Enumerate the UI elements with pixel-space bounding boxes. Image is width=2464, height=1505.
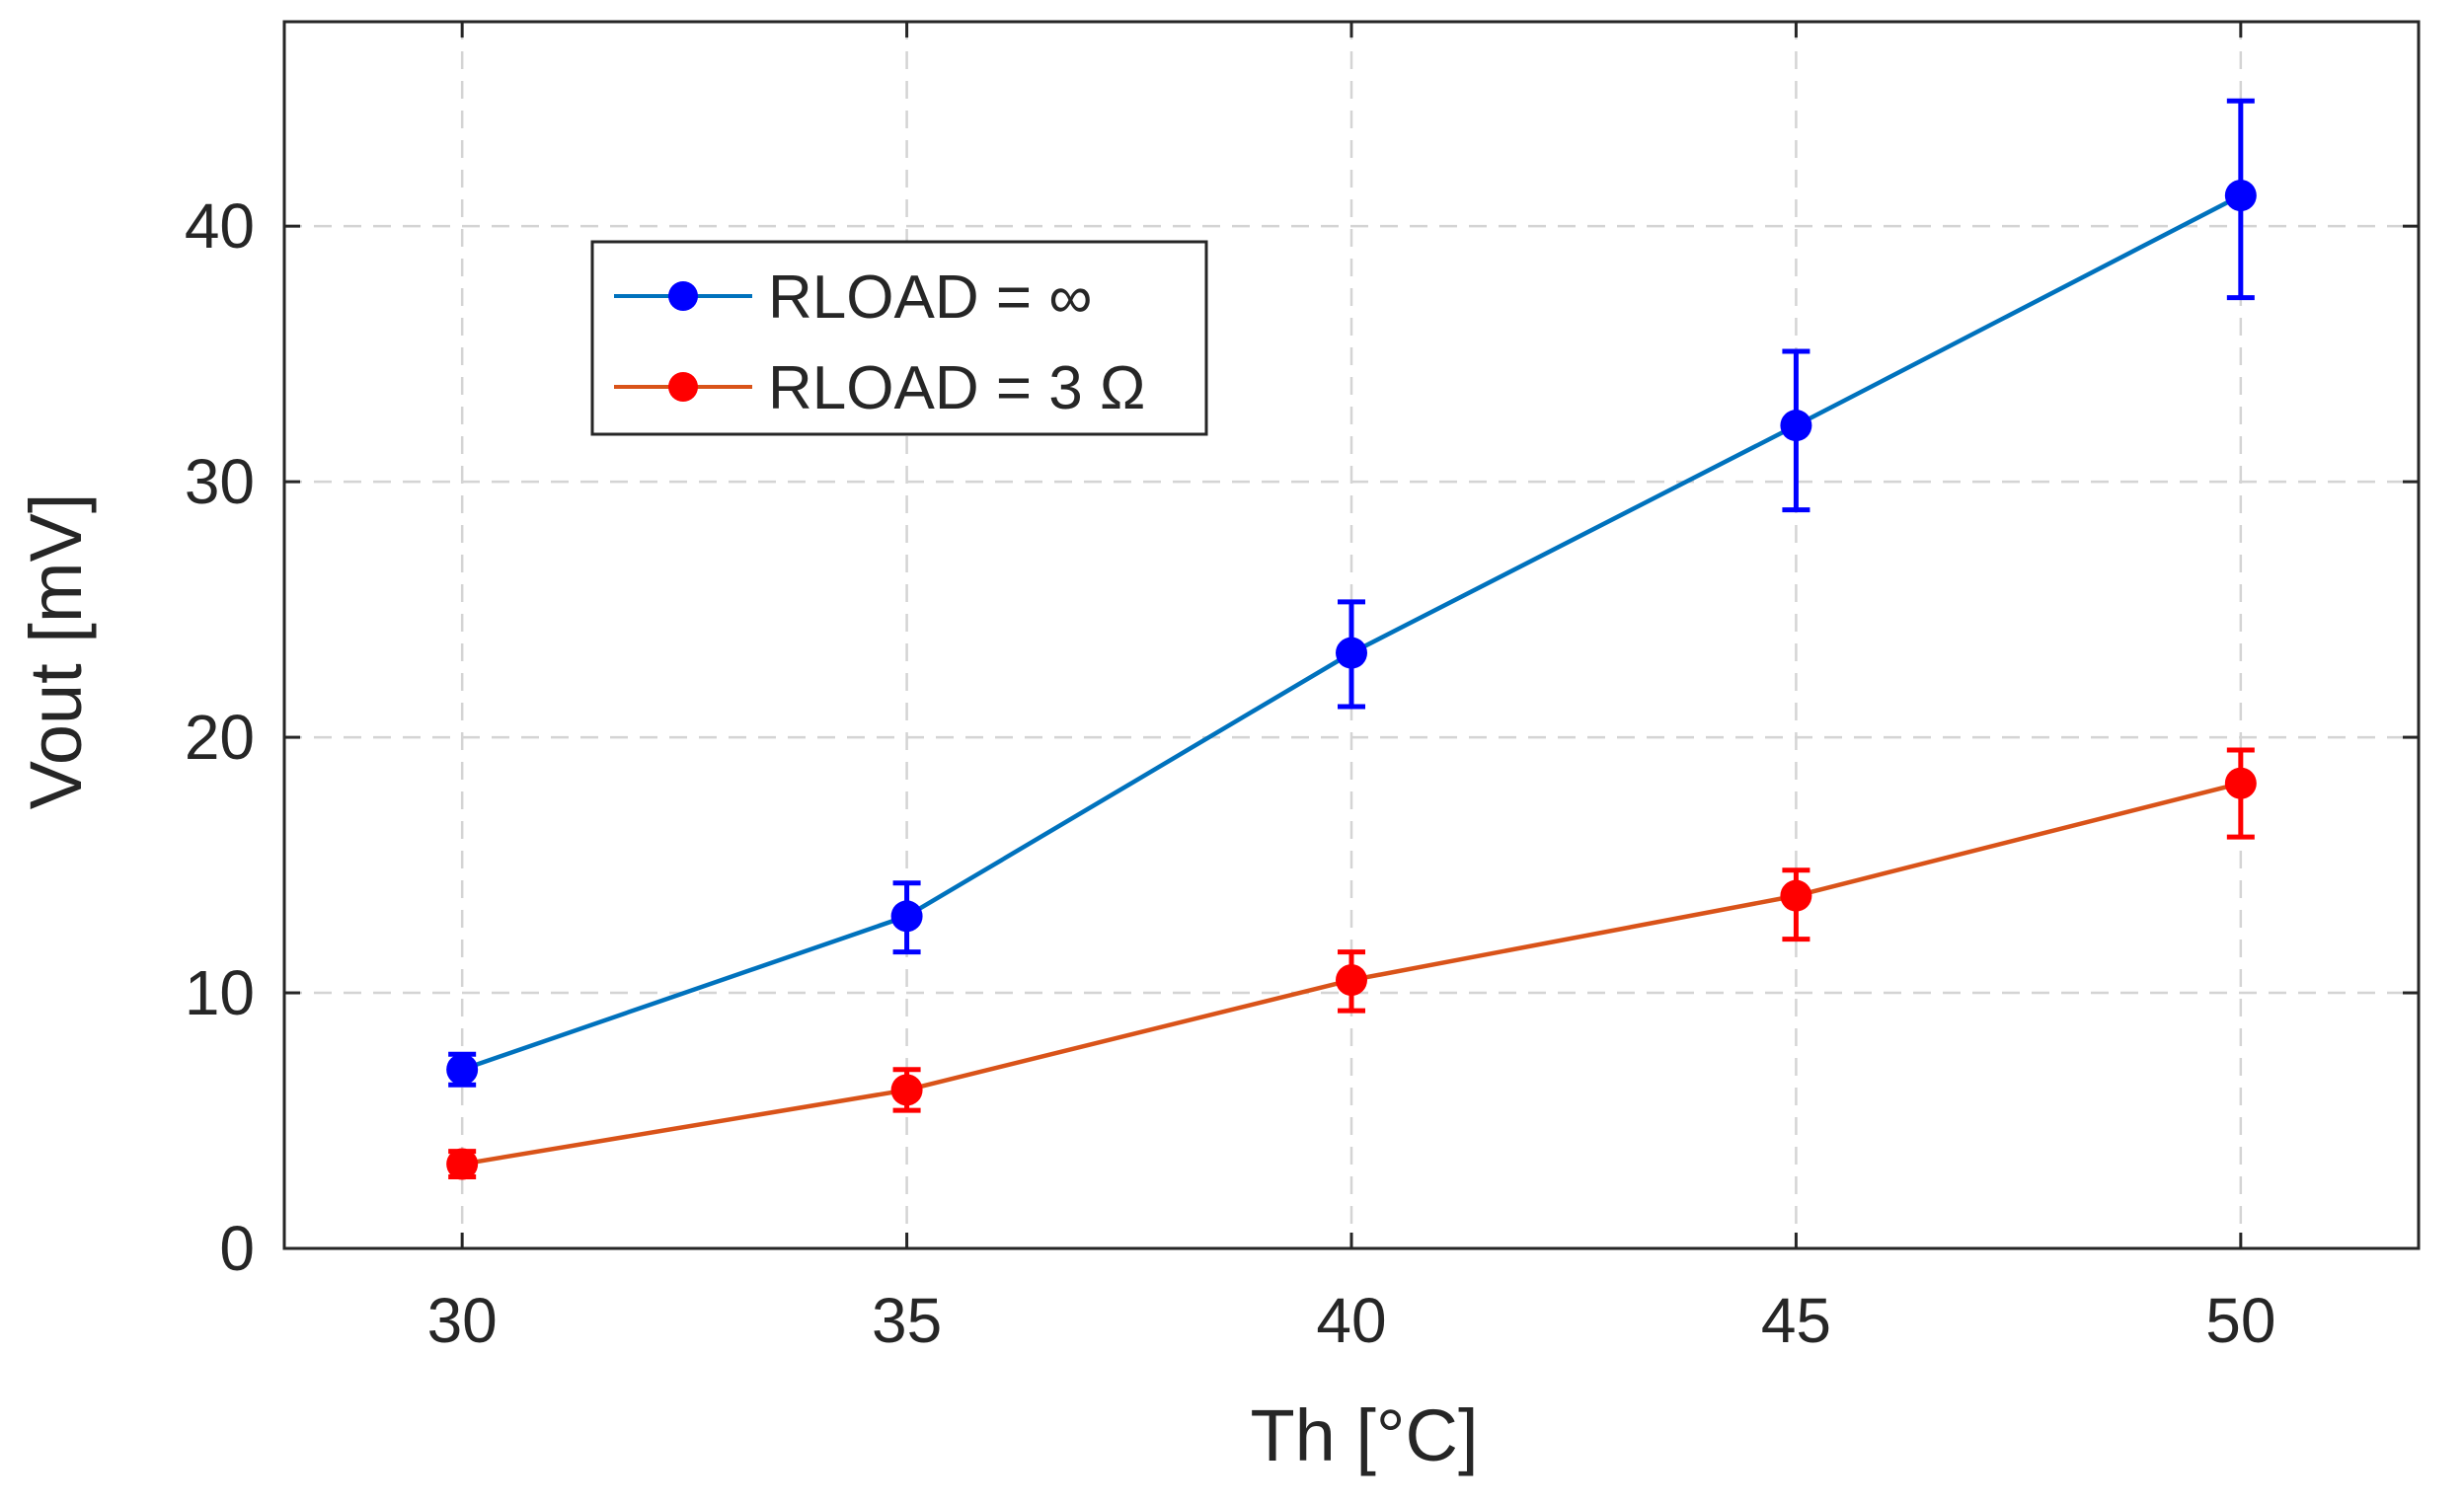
x-tick-label: 40	[1316, 1285, 1386, 1356]
y-tick-label: 30	[185, 446, 255, 517]
x-tick-label: 50	[2205, 1285, 2275, 1356]
y-tick-label: 20	[185, 702, 255, 773]
legend-marker-rload-inf	[668, 281, 698, 311]
x-axis-label: Th [°C]	[1250, 1394, 1478, 1476]
x-tick-label: 30	[427, 1285, 498, 1356]
series-layer	[446, 98, 2257, 1180]
data-point	[1336, 637, 1367, 669]
series-0	[446, 98, 2257, 1088]
y-tick-label: 40	[185, 190, 255, 262]
y-tick-label: 0	[219, 1213, 255, 1284]
data-point	[1780, 879, 1812, 912]
legend-label-rload-inf: RLOAD = ∞	[768, 263, 1092, 332]
data-point	[1336, 964, 1367, 997]
x-tick-label: 35	[872, 1285, 942, 1356]
data-point	[2224, 180, 2257, 212]
data-point	[446, 1053, 479, 1086]
legend-box	[590, 240, 1208, 436]
data-point	[2224, 767, 2257, 799]
data-point	[890, 1074, 923, 1106]
series-1	[446, 747, 2257, 1180]
data-point	[1780, 410, 1812, 442]
legend-label-rload-3ohm: RLOAD = 3 Ω	[768, 354, 1145, 422]
axes-layer: 30 35 40 45 50 0 10 20 30 40	[185, 20, 2421, 1356]
legend: RLOAD = ∞ RLOAD = 3 Ω	[590, 240, 1208, 436]
y-axis-label: Vout [mV]	[15, 493, 97, 810]
x-tick-label: 45	[1761, 1285, 1831, 1356]
data-point	[446, 1148, 479, 1180]
y-tick-label: 10	[185, 957, 255, 1028]
data-point	[890, 900, 923, 933]
legend-marker-rload-3ohm	[668, 372, 698, 402]
